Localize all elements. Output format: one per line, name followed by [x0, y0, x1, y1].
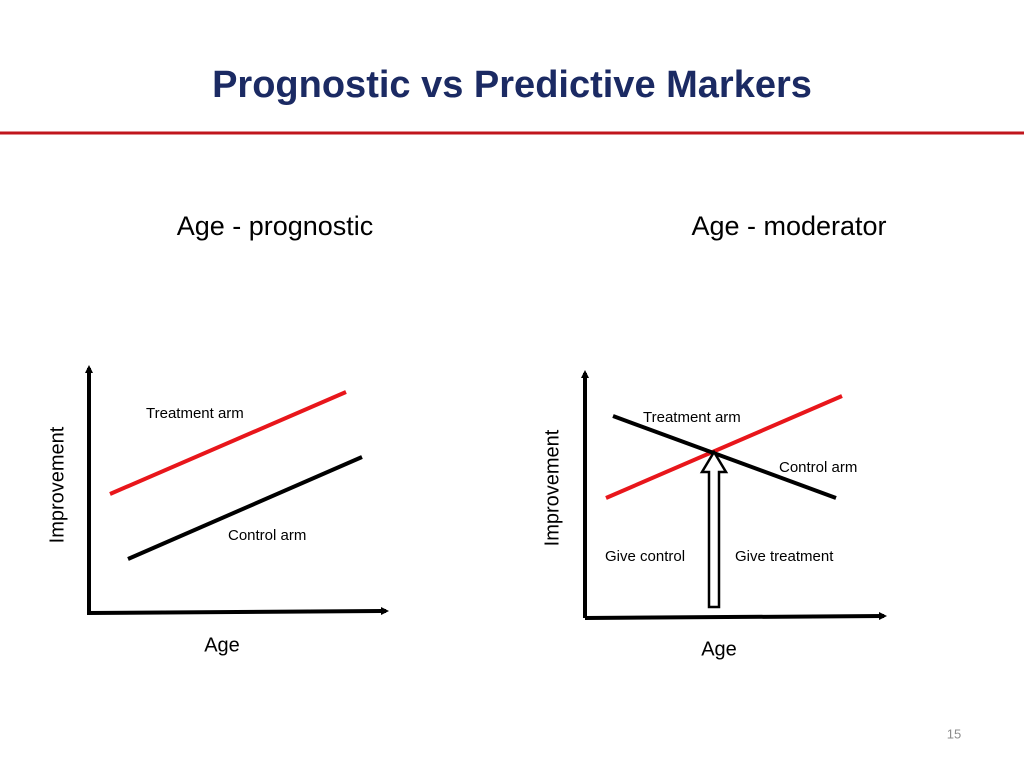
panel-heading: Age - moderator — [691, 211, 886, 241]
line-label: Control arm — [779, 459, 857, 476]
region-label: Give treatment — [735, 548, 834, 565]
region-label: Give control — [605, 548, 685, 565]
line-label: Control arm — [228, 527, 306, 544]
control-line — [127, 455, 363, 561]
treatment-line — [109, 390, 347, 496]
slide-title: Prognostic vs Predictive Markers — [212, 64, 812, 106]
panel-heading: Age - prognostic — [177, 211, 374, 241]
control-line — [612, 414, 837, 500]
crossover-arrow — [699, 449, 729, 609]
line-label: Treatment arm — [643, 409, 741, 426]
y-axis-label: Improvement — [541, 429, 563, 546]
y-axis-label: Improvement — [46, 426, 68, 543]
x-axis-label: Age — [701, 638, 737, 660]
line-label: Treatment arm — [146, 405, 244, 422]
x-axis — [584, 612, 887, 621]
x-axis-label: Age — [204, 634, 240, 656]
treatment-line — [605, 394, 843, 500]
page-number: 15 — [947, 726, 961, 741]
